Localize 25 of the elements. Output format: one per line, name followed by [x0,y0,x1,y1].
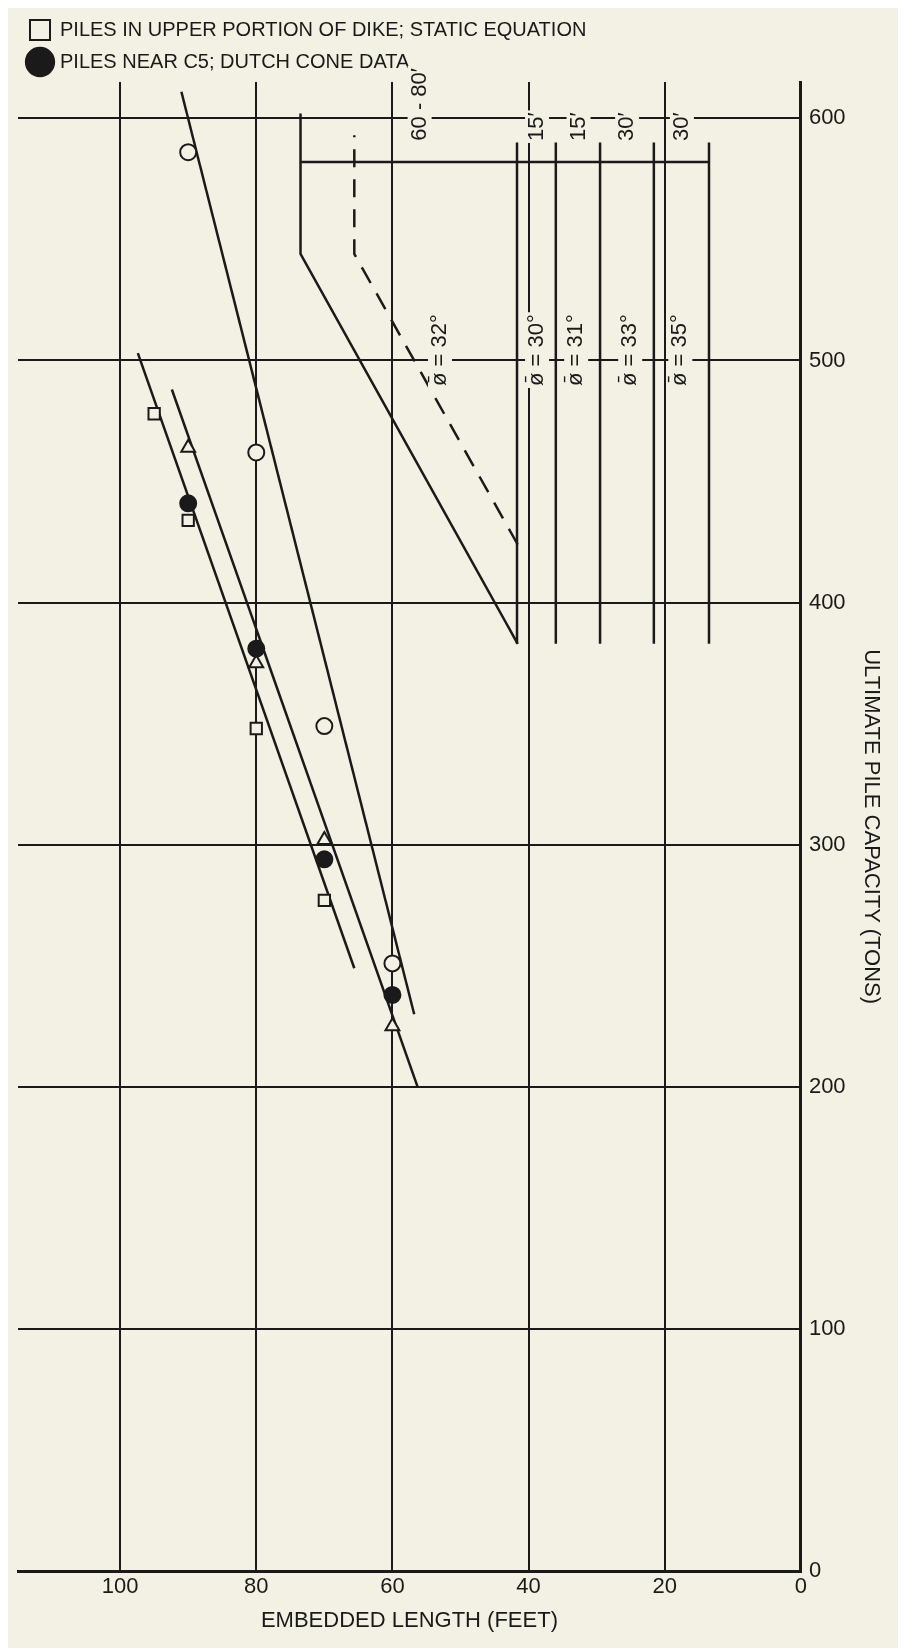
annotation: 60 - 80′ [405,68,431,141]
annotation: ø̄ = 30° [523,314,549,386]
annotation: ø̄ = 32° [426,314,452,386]
annotation: ø̄ = 35° [666,314,692,386]
y-tick-label: 300 [808,830,846,856]
y-tick-label: 100 [808,1315,846,1341]
y-tick-label: 600 [808,104,846,130]
annotation: 15′ [564,112,590,141]
annotation: ø̄ = 33° [616,314,642,386]
annotation: 15′ [523,112,549,141]
x-tick-label: 20 [652,1573,677,1599]
annotation: 30′ [613,112,639,141]
y-tick-label: 200 [808,1072,846,1098]
x-tick-label: 100 [101,1573,139,1599]
legend-label: PILES IN UPPER PORTION OF DIKE; STATIC EQUATION [60,17,587,40]
y-axis-title: ULTIMATE PILE CAPACITY (TONS) [859,649,885,1005]
x-tick-label: 80 [244,1573,269,1599]
y-tick-label: 400 [808,588,846,614]
x-axis-title: EMBEDDED LENGTH (FEET) [260,1606,558,1632]
annotation: ø̄ = 31° [562,314,588,386]
x-tick-label: 40 [516,1573,541,1599]
annotation: 30′ [667,112,693,141]
y-tick-label: 0 [808,1557,822,1583]
y-tick-label: 500 [808,346,846,372]
x-tick-label: 60 [380,1573,405,1599]
